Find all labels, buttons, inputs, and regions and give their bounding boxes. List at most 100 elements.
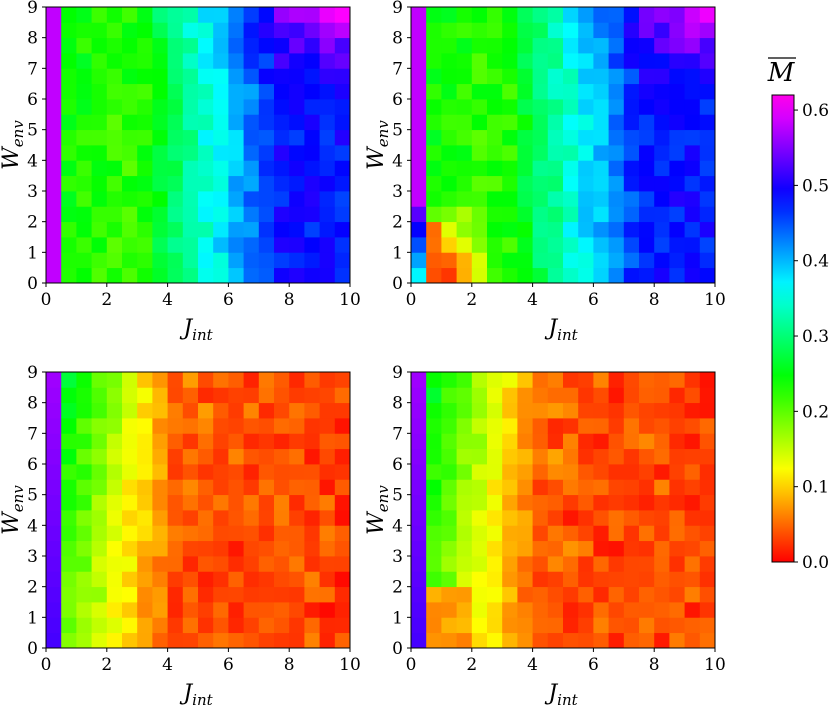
heatmap-cell bbox=[608, 387, 625, 404]
heatmap-cell bbox=[334, 252, 351, 269]
heatmap-cell bbox=[152, 37, 168, 54]
heatmap-cell bbox=[243, 7, 260, 23]
heatmap-cell bbox=[106, 99, 123, 115]
heatmap-cell bbox=[639, 145, 655, 161]
heatmap-cell bbox=[258, 602, 275, 618]
heatmap-cell bbox=[502, 221, 518, 238]
heatmap-cell bbox=[411, 617, 427, 634]
heatmap-cell bbox=[213, 83, 229, 100]
heatmap-cell bbox=[319, 602, 336, 618]
heatmap-cell bbox=[213, 267, 229, 284]
heatmap-cell bbox=[547, 602, 564, 618]
heatmap-cell bbox=[456, 83, 473, 100]
heatmap-cell bbox=[274, 83, 290, 100]
heatmap-cell bbox=[122, 252, 138, 269]
heatmap-cell bbox=[654, 68, 670, 85]
heatmap-cell bbox=[623, 448, 640, 465]
heatmap-cell bbox=[517, 402, 533, 419]
heatmap-cell bbox=[411, 632, 427, 649]
heatmap-cell bbox=[46, 433, 62, 450]
heatmap-cell bbox=[198, 37, 214, 54]
heatmap-cell bbox=[684, 68, 701, 85]
heatmap-cell bbox=[182, 145, 199, 161]
heatmap-cell bbox=[213, 372, 229, 388]
heatmap-cell bbox=[334, 68, 351, 85]
heatmap-cell bbox=[258, 191, 275, 207]
heatmap-cell bbox=[167, 252, 184, 269]
heatmap-cell bbox=[152, 464, 168, 480]
heatmap-cell bbox=[441, 53, 457, 69]
heatmap-cell bbox=[91, 22, 108, 39]
heatmap-cell bbox=[563, 221, 579, 238]
heatmap-cell bbox=[243, 237, 260, 253]
heatmap-cell bbox=[563, 114, 579, 131]
heatmap-cell bbox=[182, 387, 199, 404]
heatmap-cell bbox=[106, 114, 123, 131]
heatmap-cell bbox=[623, 602, 640, 618]
heatmap-cell bbox=[623, 617, 640, 634]
heatmap-cell bbox=[487, 372, 503, 388]
heatmap-cell bbox=[639, 525, 655, 542]
heatmap-cell bbox=[532, 448, 549, 465]
heatmap-cell bbox=[91, 129, 108, 146]
heatmap-cell bbox=[669, 7, 685, 23]
heatmap-cell bbox=[699, 129, 716, 146]
heatmap-cell bbox=[547, 464, 564, 480]
heatmap-cell bbox=[152, 83, 168, 100]
heatmap-cell bbox=[258, 252, 275, 269]
y-tick-label: 8 bbox=[392, 29, 403, 49]
heatmap-cell bbox=[76, 494, 92, 511]
y-tick-label: 9 bbox=[27, 0, 38, 18]
heatmap-cell bbox=[502, 372, 518, 388]
heatmap-cell bbox=[152, 267, 168, 284]
heatmap-cell bbox=[319, 448, 336, 465]
y-tick-label: 0 bbox=[392, 639, 403, 659]
heatmap-cell bbox=[258, 464, 275, 480]
heatmap-cell bbox=[137, 22, 153, 39]
heatmap-cell bbox=[532, 114, 549, 131]
heatmap-cell bbox=[152, 632, 168, 649]
heatmap-cell bbox=[426, 464, 442, 480]
y-tick-label: 0 bbox=[27, 274, 38, 294]
heatmap-cell bbox=[319, 99, 336, 115]
heatmap-cell bbox=[487, 129, 503, 146]
heatmap-cell bbox=[532, 145, 549, 161]
heatmap-cell bbox=[106, 53, 123, 69]
heatmap-cell bbox=[182, 68, 199, 85]
heatmap-cell bbox=[441, 464, 457, 480]
heatmap-cell bbox=[182, 129, 199, 146]
x-tick-label: 0 bbox=[41, 290, 52, 310]
heatmap-cell bbox=[639, 372, 655, 388]
heatmap-cell bbox=[639, 632, 655, 649]
heatmap-cell bbox=[46, 602, 62, 618]
heatmap-cell bbox=[426, 7, 442, 23]
heatmap-cell bbox=[684, 252, 701, 269]
heatmap-cell bbox=[106, 464, 123, 480]
x-tick-label: 8 bbox=[284, 290, 295, 310]
heatmap-cell bbox=[334, 129, 351, 146]
heatmap-cell bbox=[243, 617, 260, 634]
heatmap-cell bbox=[608, 99, 625, 115]
heatmap-cell bbox=[304, 53, 320, 69]
heatmap-cell bbox=[684, 267, 701, 284]
y-tick-label: 1 bbox=[392, 243, 403, 263]
heatmap-cell bbox=[122, 99, 138, 115]
heatmap-cell bbox=[563, 53, 579, 69]
heatmap-cell bbox=[608, 525, 625, 542]
heatmap-cell bbox=[228, 602, 244, 618]
heatmap-cell bbox=[243, 433, 260, 450]
y-tick-label: 7 bbox=[27, 424, 38, 444]
heatmap-cell bbox=[137, 418, 153, 434]
heatmap-cell bbox=[91, 160, 108, 177]
heatmap-cell bbox=[76, 267, 92, 284]
heatmap-cell bbox=[471, 525, 488, 542]
heatmap-cell bbox=[684, 221, 701, 238]
x-tick-label: 2 bbox=[101, 655, 112, 675]
heatmap-cell bbox=[426, 68, 442, 85]
heatmap-cell bbox=[441, 114, 457, 131]
heatmap-cell bbox=[304, 464, 320, 480]
heatmap-cell bbox=[639, 494, 655, 511]
heatmap-cell bbox=[441, 145, 457, 161]
x-tick-label: 0 bbox=[406, 655, 417, 675]
heatmap-cell bbox=[669, 175, 685, 192]
